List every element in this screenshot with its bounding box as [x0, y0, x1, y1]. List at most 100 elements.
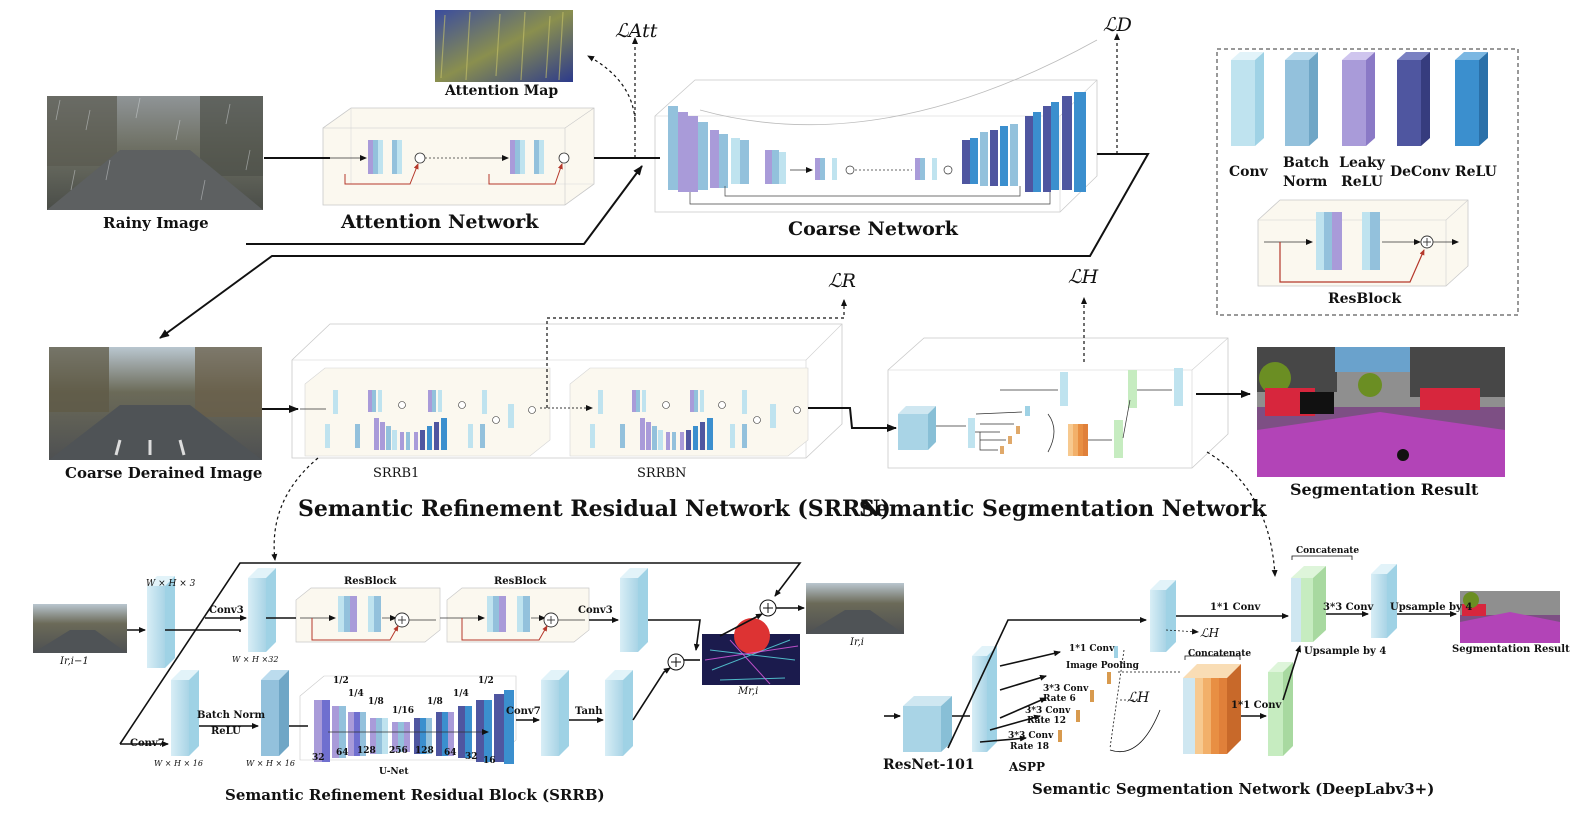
resnet-label: ResNet-101 [883, 757, 975, 773]
att-resblock-1 [344, 140, 426, 185]
legend-batchnorm-block [1285, 60, 1309, 146]
coarse-network-box [654, 39, 1098, 213]
aspp-branch-2: Image Pooling [1066, 661, 1139, 671]
attention-map-image [435, 10, 573, 82]
legend-deconv-label: DeConv [1390, 164, 1450, 180]
loss-r-label: ℒR [828, 270, 856, 292]
srrb-resblock-b [440, 587, 590, 643]
unet-ch-3: 128 [357, 746, 376, 756]
unet-ch-2: 64 [336, 748, 349, 758]
dim-whx32: W × H ×32 [232, 655, 279, 664]
unet-scale-3: 1/8 [368, 697, 384, 707]
legend-conv-block [1231, 60, 1255, 146]
coarse-network-label: Coarse Network [788, 218, 958, 240]
concat-label-a: Concatenate [1188, 649, 1252, 659]
coarse-derained-label: Coarse Derained Image [65, 464, 263, 482]
legend-deconv-block [1397, 60, 1421, 146]
dim-whx16-b: W × H × 16 [246, 759, 295, 768]
unet-ch-1: 32 [312, 753, 325, 763]
conv11-label-a: 1*1 Conv [1210, 602, 1261, 613]
unet-scale-7: 1/2 [478, 676, 494, 686]
srrb-1-box [300, 367, 551, 457]
rainy-image [47, 96, 263, 210]
deeplab-result-image [1460, 591, 1560, 643]
srrb-input-image [33, 604, 127, 653]
middle-row-connectors [262, 297, 1278, 577]
legend-resblock-label: ResBlock [1328, 291, 1402, 307]
concat-label-b: Concatenate [1296, 546, 1360, 556]
att-resblock-2 [488, 140, 570, 185]
legend-box [1216, 48, 1519, 316]
conv3-b-label: Conv3 [578, 605, 613, 616]
resblock-a-label: ResBlock [344, 576, 397, 587]
srrb-n-box [569, 367, 809, 457]
unet-scale-5: 1/8 [427, 697, 443, 707]
aspp-branch-4b: Rate 12 [1027, 716, 1067, 726]
unet-ch-7: 32 [465, 752, 478, 762]
unet-ch-5: 128 [415, 746, 434, 756]
srrb-connectors [119, 562, 805, 747]
dim-whx16-a: W × H × 16 [154, 759, 203, 768]
top-row-connectors [159, 33, 1150, 339]
conv3-a-label: Conv3 [209, 605, 244, 616]
dim-whx3: W × H × 3 [146, 579, 196, 589]
rainy-image-label: Rainy Image [103, 214, 209, 232]
srrb-output-image [806, 583, 904, 634]
srrb-n-label: SRRBN [637, 466, 687, 481]
conv33-label: 3*3 Conv [1323, 602, 1374, 613]
legend-conv-label: Conv [1229, 164, 1268, 180]
attention-map-label: Attention Map [445, 83, 559, 99]
conv7-a-label: Conv7 [130, 738, 165, 749]
batchnorm-label: Batch Norm [197, 710, 266, 721]
unet-block [299, 675, 517, 764]
aspp-branch-5b: Rate 18 [1010, 742, 1050, 752]
deeplab-loss-h-b: ℒH [1127, 690, 1150, 706]
unet-scale-4: 1/16 [392, 706, 415, 716]
aspp-branch-4a: 3*3 Conv [1025, 706, 1071, 716]
legend-batchnorm-label: Batch Norm [1283, 155, 1330, 190]
upsample-label-a: Upsample by 4 [1390, 602, 1473, 613]
srrb-input-label: Ir,i−1 [60, 656, 89, 667]
deeplab-title: Semantic Segmentation Network (DeepLabv3… [1032, 780, 1435, 798]
segmentation-result-image [1257, 347, 1505, 477]
srrb-1-label: SRRB1 [373, 466, 420, 481]
conv11-label-b: 1*1 Conv [1231, 700, 1282, 711]
unet-label: U-Net [379, 767, 409, 777]
ssn-box [887, 337, 1229, 469]
unet-ch-8: 16 [483, 756, 496, 766]
deeplab-connectors [884, 555, 1457, 752]
srrn-title: Semantic Refinement Residual Network (SR… [298, 496, 891, 522]
srrn-box [291, 323, 843, 459]
srrb-mask-image [702, 618, 800, 685]
srrb-resblock-a [295, 587, 441, 643]
deeplab-blocks [903, 564, 1397, 756]
aspp-branch-1: 1*1 Conv [1069, 644, 1115, 654]
coarse-derained-image [49, 347, 262, 460]
aspp-branch-5a: 3*3 Conv [1008, 731, 1054, 741]
resblock-b-label: ResBlock [494, 576, 547, 587]
legend-leakyrelu-block [1342, 60, 1366, 146]
srrb-output-label: Ir,i [850, 637, 865, 648]
srrb-mask-label: Mr,i [738, 686, 759, 697]
attention-network-box [322, 107, 595, 206]
loss-h-label: ℒH [1068, 266, 1099, 288]
aspp-branch-3a: 3*3 Conv [1043, 684, 1089, 694]
ssn-title: Semantic Segmentation Network [859, 496, 1267, 522]
loss-d-label: ℒD [1103, 14, 1132, 36]
upsample-label-b: Upsample by 4 [1304, 646, 1387, 657]
unet-scale-2: 1/4 [348, 689, 364, 699]
unet-ch-4: 256 [389, 746, 408, 756]
legend-relu-label: ReLU [1455, 164, 1497, 180]
aspp-label: ASPP [1009, 760, 1046, 774]
segmentation-result-label: Segmentation Result [1290, 480, 1479, 499]
deeplab-loss-h-a: ℒH [1200, 626, 1220, 640]
tanh-label: Tanh [575, 706, 603, 717]
concat-stack-green [1291, 566, 1326, 642]
legend-leakyrelu-label: Leaky ReLU [1339, 155, 1385, 190]
srrb-title: Semantic Refinement Residual Block (SRRB… [225, 786, 605, 804]
srrb-layer-blocks [147, 568, 648, 756]
aspp-branch-3b: Rate 6 [1043, 694, 1076, 704]
unet-scale-6: 1/4 [453, 689, 469, 699]
unet-scale-1: 1/2 [333, 676, 349, 686]
